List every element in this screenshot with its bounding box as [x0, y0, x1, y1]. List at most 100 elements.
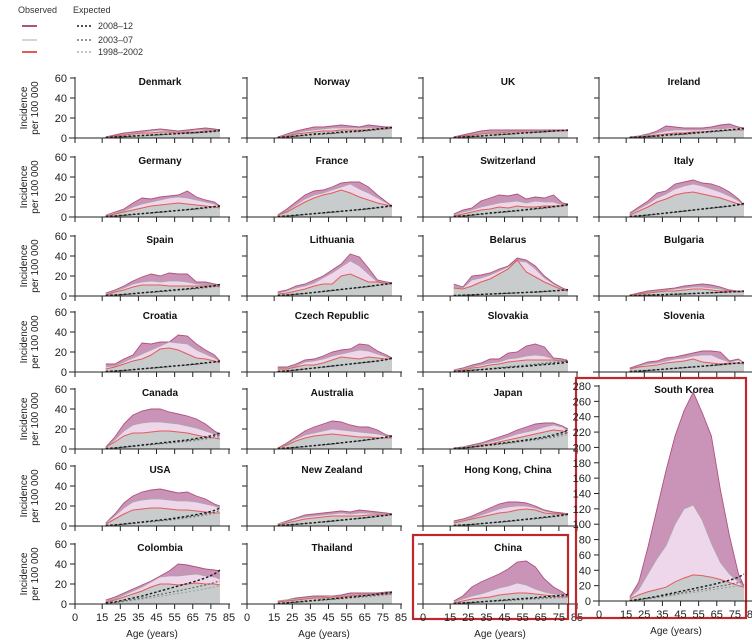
panel-title: Canada: [142, 388, 179, 399]
y-tick-label: 20: [55, 424, 67, 436]
observed-2008-line: [453, 560, 569, 602]
observed-2008-line: [105, 563, 221, 601]
observed-2003-line: [453, 354, 569, 371]
baseline-area: [453, 260, 568, 296]
x-tick-label: 35: [304, 612, 316, 624]
observed-1998-line: [629, 191, 745, 216]
legend-period-1998: 1998–2002: [98, 47, 143, 57]
x-tick-label: 75: [205, 612, 217, 624]
x-tick-label: 0: [420, 612, 426, 624]
panel-slovenia: Slovenia: [593, 311, 752, 377]
observed-2008-line: [105, 190, 221, 216]
observed-1998-line: [277, 593, 392, 603]
observed-1998-line: [105, 507, 220, 525]
y-tick-label: 200: [573, 442, 591, 454]
observed-1998-line: [105, 347, 221, 370]
x-tick-label: 25: [286, 612, 298, 624]
observed-1998-line: [277, 514, 392, 526]
expected-2008-line: [105, 205, 221, 218]
panel-italy: Italy: [593, 156, 752, 222]
y-tick-label: 180: [573, 458, 591, 470]
y-axis-label-line1: Incidence: [19, 552, 30, 595]
observed-2008-line: [277, 343, 393, 368]
observed-1998-line: [453, 204, 569, 217]
y-axis-label-line2: per 100 000: [30, 315, 41, 369]
panel-uk: UK: [417, 77, 578, 143]
y-tick-label: 160: [573, 473, 591, 485]
y-tick-label: 140: [573, 489, 591, 501]
observed-1998-line: [105, 284, 221, 296]
expected-2008-line: [629, 361, 745, 373]
y-axis-label: Incidence per 100 000: [19, 315, 41, 369]
x-tick-label: 85: [395, 612, 407, 624]
x-tick-label: 65: [535, 612, 547, 624]
observed-2008-line: [629, 391, 745, 598]
y-axis-label: Incidence per 100 000: [19, 547, 41, 601]
observed-2003-line: [277, 512, 393, 525]
panel-title: Croatia: [143, 311, 178, 322]
x-tick-label: 15: [96, 612, 108, 624]
observed-2003-line: [629, 127, 745, 138]
y-tick-label: 0: [61, 521, 67, 533]
observed-1998-line: [105, 202, 221, 217]
panel-title: Hong Kong, China: [464, 465, 552, 476]
baseline-area: [105, 348, 220, 372]
x-tick-label: 15: [444, 612, 456, 624]
observed-1998-line: [629, 288, 744, 296]
y-tick-label: 20: [55, 271, 67, 283]
panel-title: Bulgaria: [664, 235, 704, 246]
observed-1998-line: [105, 582, 221, 603]
observed-1998-line: [105, 130, 220, 138]
y-tick-label: 20: [55, 192, 67, 204]
y-tick-label: 20: [55, 501, 67, 513]
observed-2008-line: [277, 509, 393, 525]
observed-1998-line: [277, 273, 392, 295]
y-tick-label: 0: [61, 212, 67, 224]
panel-denmark: 0 20 40 60 Denmark: [55, 73, 230, 145]
observed-1998-line: [453, 508, 569, 524]
panel-title: China: [494, 543, 522, 554]
panel-bulgaria: Bulgaria: [593, 235, 752, 301]
x-tick-label: 55: [169, 612, 181, 624]
y-tick-label: 0: [61, 291, 67, 303]
legend-period-2003: 2003–07: [98, 35, 133, 45]
observed-2003-line: [453, 582, 569, 603]
panel-title: Italy: [674, 156, 694, 167]
observed-2003-line: [105, 421, 221, 448]
x-tick-label: 0: [244, 612, 250, 624]
panel-japan: Japan: [417, 388, 578, 454]
y-axis-label-line2: per 100 000: [30, 392, 41, 446]
expected-2008-line: [105, 569, 221, 604]
panel-slovakia: Slovakia: [417, 311, 578, 377]
x-tick-label: 55: [693, 609, 705, 621]
baseline-area: [629, 192, 744, 217]
y-tick-label: 40: [55, 559, 67, 571]
y-tick-label: 0: [61, 367, 67, 379]
panel-france: France: [241, 156, 402, 222]
observed-2008-line: [629, 179, 745, 214]
panel-title: Australia: [311, 388, 354, 399]
x-tick-label: 15: [620, 609, 632, 621]
y-tick-label: 260: [573, 396, 591, 408]
expected-2008-line: [629, 127, 745, 139]
observed-2003-line: [277, 260, 393, 294]
x-tick-label: 15: [268, 612, 280, 624]
observed-2003-line: [105, 196, 221, 216]
y-axis-label-line2: per 100 000: [30, 547, 41, 601]
panel-title: UK: [501, 77, 516, 88]
panel-hong-kong-china: Hong Kong, China: [417, 465, 578, 531]
x-tick-label: 35: [132, 612, 144, 624]
observed-2003-line: [629, 354, 745, 370]
expected-2008-line: [277, 591, 393, 605]
observed-1998-line: [629, 358, 745, 370]
baseline-area: [105, 203, 220, 217]
x-axis-label: Age (years): [474, 629, 526, 640]
x-tick-label: 0: [596, 609, 602, 621]
y-tick-label: 0: [61, 133, 67, 145]
y-tick-label: 20: [55, 579, 67, 591]
x-tick-label: 25: [638, 609, 650, 621]
observed-2008-line: [277, 591, 392, 602]
baseline-area: [453, 509, 568, 526]
